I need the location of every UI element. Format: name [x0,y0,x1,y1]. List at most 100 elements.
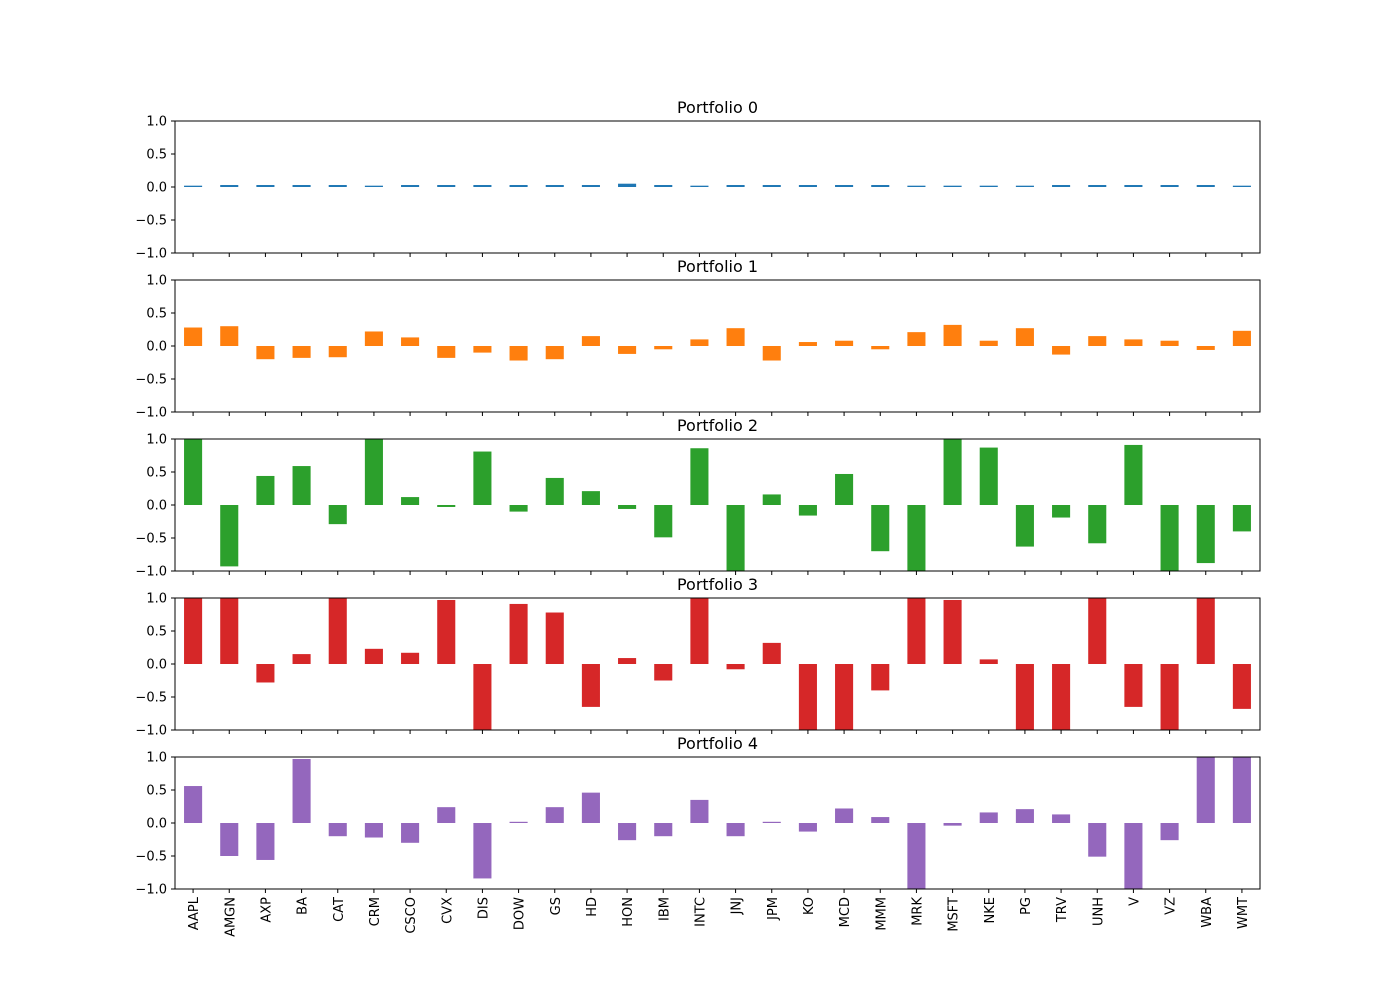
bar-hon-p0 [618,183,637,187]
bar-cat-p3 [328,598,347,664]
bar-cat-p0 [328,185,347,187]
bar-cvx-p3 [437,599,456,664]
bar-axp-p2 [256,475,275,505]
x-tick-label-cat: CAT [332,897,347,922]
x-tick-label-aapl: AAPL [187,896,202,930]
bar-dow-p1 [509,346,528,361]
bar-msft-p4 [943,823,962,826]
bar-axp-p3 [256,664,275,683]
x-tick-label-jnj: JNJ [730,897,745,915]
bar-cvx-p0 [437,185,456,187]
y-tick-label: 1.0 [146,115,167,130]
bar-ibm-p4 [654,823,673,837]
bar-crm-p4 [364,823,383,838]
bar-crm-p1 [364,331,383,346]
y-tick-label: 0.5 [146,307,167,322]
bar-hd-p3 [581,664,600,707]
x-tick-label-crm: CRM [368,897,383,926]
bar-dow-p2 [509,505,528,512]
y-tick-label: −1.0 [135,406,167,421]
bar-mmm-p1 [871,346,890,350]
bar-wba-p1 [1196,346,1215,350]
y-tick-label: −0.5 [135,850,167,865]
bar-wba-p3 [1196,598,1215,664]
bar-mcd-p1 [835,340,854,346]
bar-unh-p2 [1088,505,1107,544]
bar-cat-p2 [328,505,347,525]
bar-jpm-p0 [762,185,781,187]
panel-0: 1.0 0.5 0.0 −0.5 −1.0 Portfolio 0 [135,98,1261,262]
bar-mmm-p0 [871,185,890,187]
y-tick-label: 0.5 [146,625,167,640]
bar-v-p2 [1124,444,1143,505]
x-tick-label-v: V [1127,897,1142,906]
bar-dis-p0 [473,185,492,187]
bar-msft-p0 [943,185,962,187]
bar-amgn-p3 [220,598,239,664]
x-tick-label-mcd: MCD [838,897,853,927]
bar-jnj-p4 [726,823,745,837]
y-tick-label: −1.0 [135,247,167,262]
bar-trv-p2 [1052,505,1071,518]
bar-nke-p1 [979,340,998,346]
bar-jpm-p2 [762,494,781,505]
bar-pg-p1 [1015,328,1034,346]
bar-ko-p1 [798,342,817,346]
panel-title: Portfolio 4 [677,734,758,753]
y-tick-label: 0.5 [146,784,167,799]
bar-intc-p4 [690,799,709,823]
bar-pg-p3 [1015,664,1034,730]
bar-ko-p2 [798,505,817,516]
bar-crm-p0 [364,185,383,187]
bar-unh-p0 [1088,185,1107,187]
bar-pg-p2 [1015,505,1034,547]
x-tick-label-intc: INTC [693,897,708,927]
panel-title: Portfolio 1 [677,257,758,276]
bar-hon-p1 [618,346,637,354]
bar-trv-p3 [1052,664,1071,730]
x-tick-label-mrk: MRK [910,897,925,926]
bar-msft-p1 [943,324,962,346]
bar-msft-p2 [943,439,962,505]
bar-dow-p3 [509,603,528,664]
bar-hd-p2 [581,491,600,505]
bar-mmm-p4 [871,817,890,823]
y-tick-label: 0.0 [146,181,167,196]
x-tick-label-wba: WBA [1200,897,1215,928]
x-tick-label-hd: HD [585,897,600,917]
bar-gs-p1 [545,346,564,360]
y-tick-label: −0.5 [135,691,167,706]
x-tick-label-jpm: JPM [766,897,781,921]
y-tick-label: 0.0 [146,499,167,514]
bar-ba-p1 [292,346,311,358]
bar-csco-p1 [401,337,420,346]
bar-trv-p0 [1052,185,1071,187]
bar-aapl-p4 [184,786,203,823]
bar-vz-p2 [1160,505,1179,571]
x-tick-label-trv: TRV [1055,897,1070,923]
bar-trv-p4 [1052,814,1071,823]
bar-unh-p4 [1088,823,1107,857]
bar-aapl-p0 [184,185,203,187]
bar-nke-p3 [979,659,998,664]
y-tick-label: −0.5 [135,532,167,547]
bar-mcd-p3 [835,664,854,730]
bar-csco-p3 [401,652,420,664]
x-tick-label-axp: AXP [259,897,274,923]
bar-cvx-p2 [437,505,456,507]
bar-ba-p4 [292,758,311,823]
x-tick-label-ba: BA [296,897,311,915]
bar-ibm-p0 [654,185,673,187]
x-tick-label-dis: DIS [476,897,491,919]
bar-mmm-p3 [871,664,890,691]
x-tick-label-ko: KO [802,897,817,915]
y-tick-label: −0.5 [135,214,167,229]
bar-vz-p4 [1160,823,1179,841]
bar-aapl-p1 [184,327,203,346]
x-tick-label-amgn: AMGN [223,897,238,937]
bar-wmt-p2 [1232,505,1251,532]
panel-title: Portfolio 2 [677,416,758,435]
bar-ko-p4 [798,823,817,832]
